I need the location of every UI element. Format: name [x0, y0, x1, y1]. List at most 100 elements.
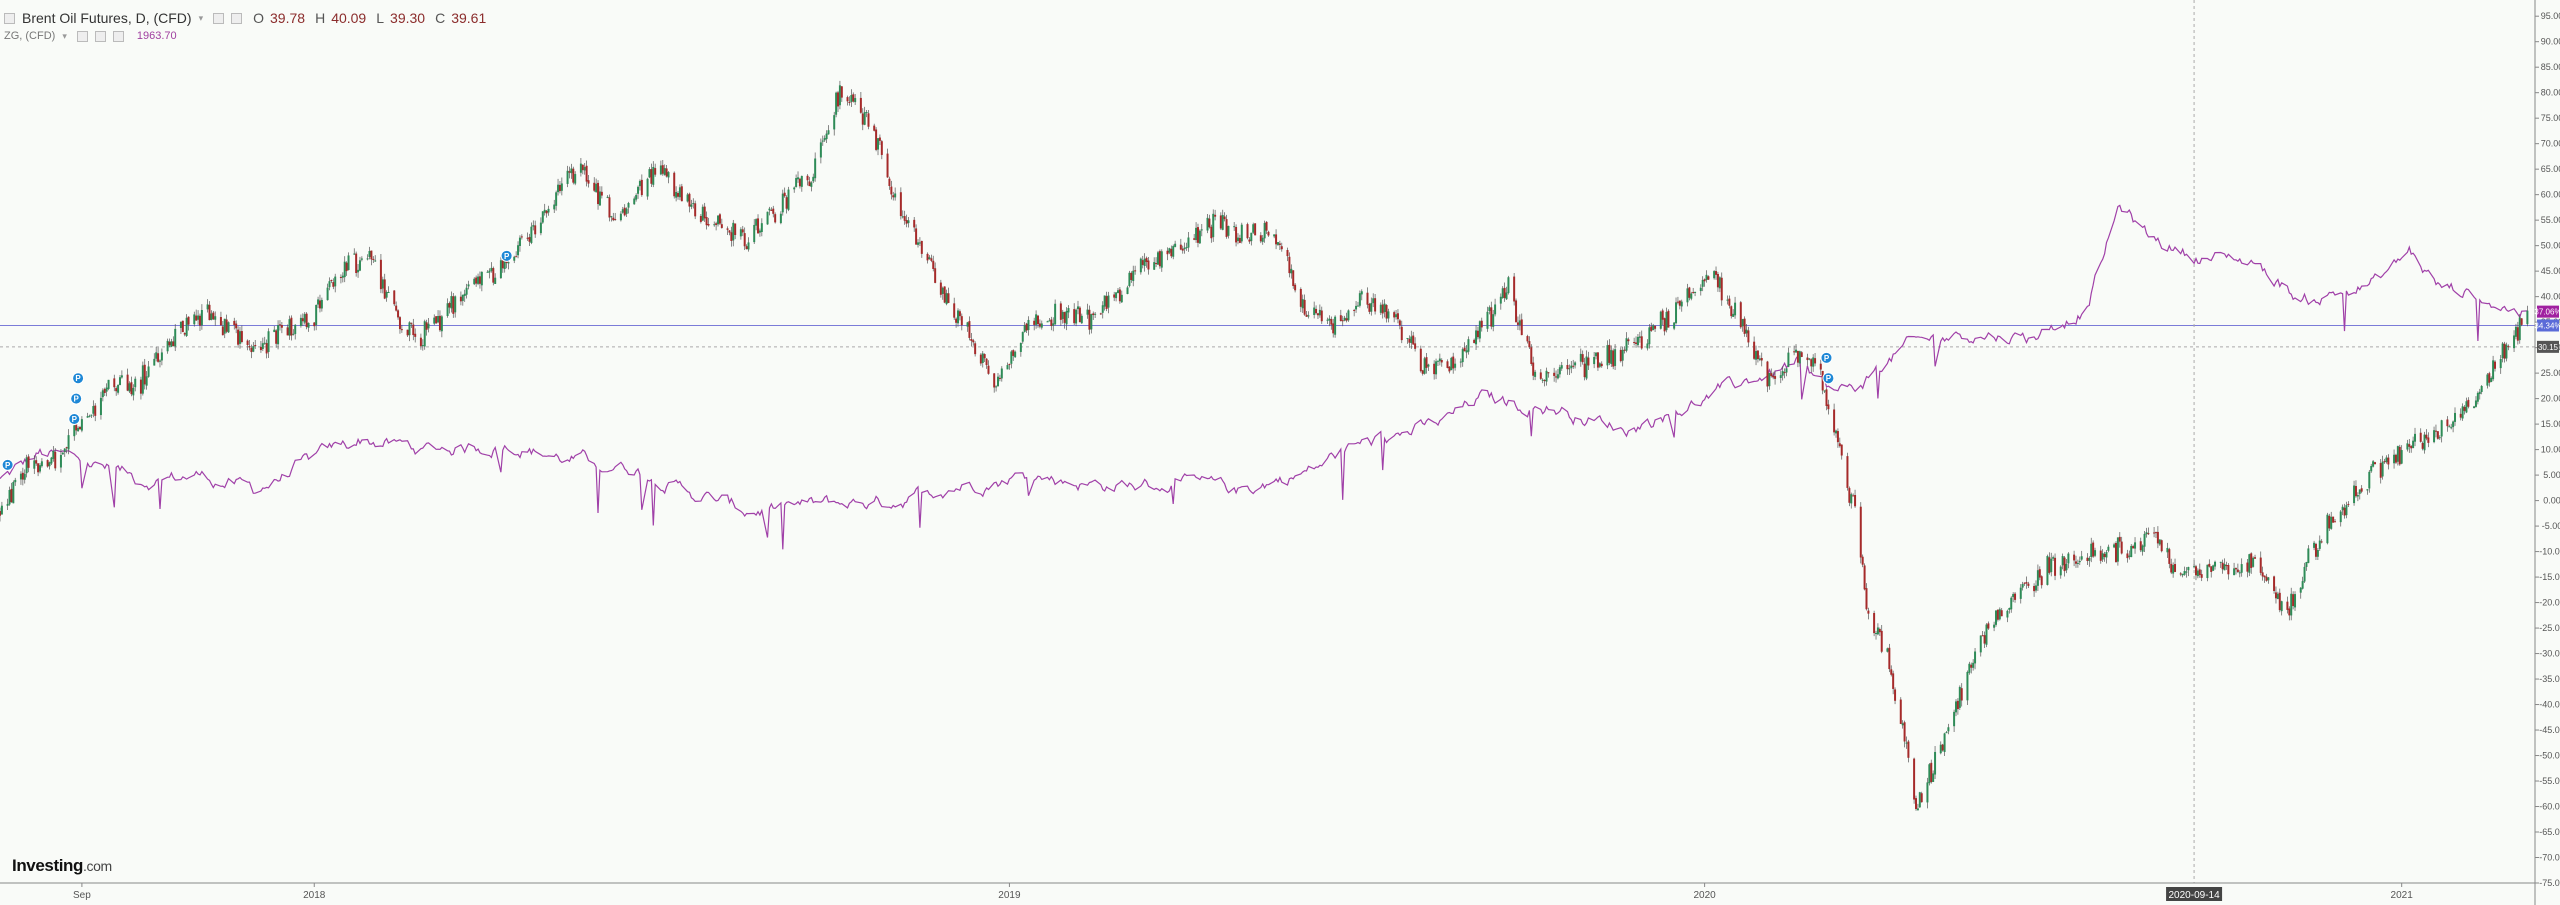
candle-body — [261, 343, 264, 350]
candle-body — [1939, 744, 1942, 754]
candle-body — [1800, 352, 1803, 357]
candle-body — [273, 329, 276, 333]
candle-body — [1463, 347, 1466, 352]
candle-body — [1035, 314, 1038, 325]
candle-body — [473, 278, 476, 285]
y-tick-label: 0.00% — [2543, 496, 2560, 506]
candle-body — [2341, 506, 2344, 511]
chevron-down-icon[interactable]: ▾ — [198, 12, 204, 23]
y-tick-label: -55.00% — [2539, 776, 2560, 786]
candle-body — [1774, 376, 1777, 379]
candle-body — [1259, 235, 1262, 242]
candle-body — [1878, 628, 1881, 633]
y-tick-label: 95.00% — [2541, 11, 2560, 21]
candle-body — [1383, 303, 1386, 313]
candle-body — [518, 237, 521, 246]
candle-body — [490, 267, 493, 271]
candle-body — [1758, 358, 1761, 360]
candle-body — [2488, 373, 2491, 383]
candle-body — [2219, 561, 2222, 563]
candle-body — [86, 416, 89, 418]
candle-body — [2436, 431, 2439, 439]
candle-body — [1945, 732, 1948, 734]
hide-icon[interactable] — [231, 12, 243, 24]
candle-body — [1903, 722, 1906, 742]
candle-body — [2259, 557, 2262, 573]
overlay-settings-icon[interactable] — [76, 30, 88, 42]
overlay-hide-icon[interactable] — [94, 30, 106, 42]
settings-icon[interactable] — [213, 12, 225, 24]
candle-body — [863, 112, 866, 125]
candle-body — [1038, 323, 1041, 327]
candle-body — [1052, 323, 1055, 326]
candle-body — [675, 192, 678, 198]
candle-body — [1539, 372, 1542, 379]
candle-body — [1541, 379, 1544, 381]
candle-body — [1305, 314, 1308, 317]
candle-body — [1010, 351, 1013, 364]
candle-body — [2278, 592, 2281, 611]
candle-body — [179, 321, 182, 328]
candle-body — [1130, 272, 1133, 280]
candle-body — [1968, 663, 1971, 673]
candle-body — [1395, 314, 1398, 318]
candle-body — [701, 206, 704, 221]
candle-body — [2080, 556, 2083, 560]
candle-body — [1358, 293, 1361, 306]
candle-body — [743, 233, 746, 247]
candle-body — [1918, 792, 1921, 808]
symbol-name[interactable]: Brent Oil Futures, D, (CFD) — [22, 10, 192, 26]
candle-body — [385, 291, 388, 298]
candle-body — [1353, 309, 1356, 311]
candle-body — [2314, 543, 2317, 557]
y-tick-label: -5.00% — [2542, 521, 2560, 531]
candle-body — [1145, 257, 1148, 263]
candle-body — [539, 222, 542, 234]
candle-body — [2006, 610, 2009, 618]
y-tick-label: -20.00% — [2539, 598, 2560, 608]
candle-body — [1118, 289, 1121, 302]
event-marker-icon — [70, 392, 83, 405]
candle-body — [1665, 311, 1668, 331]
candle-body — [1825, 389, 1828, 406]
candle-body — [960, 316, 963, 326]
candle-body — [612, 217, 615, 221]
price-tag-label: 34.34% — [2534, 321, 2560, 330]
candle-body — [574, 174, 577, 184]
candle-body — [568, 171, 571, 173]
candle-body — [290, 317, 293, 336]
candle-body — [1488, 307, 1491, 312]
candle-body — [1372, 298, 1375, 304]
overlay-symbol[interactable]: ZG, (CFD) — [4, 30, 56, 42]
candle-body — [1195, 227, 1198, 241]
candle-body — [1419, 348, 1422, 372]
candle-body — [1396, 313, 1399, 320]
overlay-close-icon[interactable] — [112, 30, 124, 42]
candle-body — [1494, 304, 1497, 315]
candle-body — [1168, 248, 1171, 253]
collapse-icon[interactable] — [4, 12, 15, 24]
candle-body — [1756, 350, 1759, 360]
candle-body — [448, 303, 451, 308]
candle-body — [1160, 251, 1163, 268]
candle-body — [1301, 299, 1304, 309]
candle-body — [547, 208, 550, 213]
candle-body — [2318, 540, 2321, 549]
event-marker-icon — [72, 372, 85, 385]
candle-body — [1598, 363, 1601, 367]
candle-body — [2113, 544, 2116, 548]
candle-body — [278, 324, 281, 326]
candle-body — [1223, 216, 1226, 220]
candle-body — [2476, 392, 2479, 402]
candle-body — [705, 217, 708, 226]
candle-body — [157, 353, 160, 362]
candle-body — [1200, 229, 1203, 231]
candle-body — [2448, 426, 2451, 428]
candle-body — [2265, 576, 2268, 581]
candle-body — [1526, 336, 1529, 342]
candle-body — [1623, 349, 1626, 351]
candle-body — [648, 169, 651, 178]
overlay-chevron-icon[interactable]: ▾ — [62, 30, 67, 41]
